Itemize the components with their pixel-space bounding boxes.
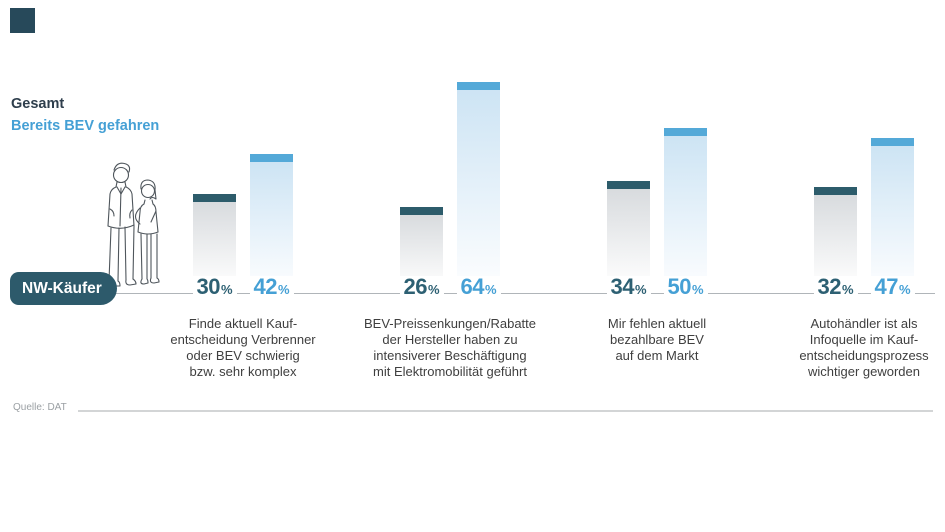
source-divider-line [78,410,933,412]
bar-body [457,90,500,293]
value-label-bev-1: 42% [249,276,294,301]
chart-baseline [90,293,935,294]
bar-bev-2 [457,82,500,293]
people-illustration [107,162,160,287]
bar-bev-3 [664,128,707,293]
bar-gesamt-3 [607,181,650,293]
bar-cap [250,154,293,162]
legend-item-gesamt: Gesamt [11,96,65,112]
bar-body [250,162,293,293]
value-label-bev-2: 64% [456,276,501,301]
brand-mark [10,8,35,33]
bar-body [664,136,707,293]
value-label-gesamt-2: 26% [399,276,444,301]
value-label-gesamt-4: 32% [813,276,858,301]
category-label-1: Finde aktuell Kauf-entscheidung Verbrenn… [170,316,316,379]
bar-cap [193,194,236,202]
bar-cap [871,138,914,146]
bar-cap [607,181,650,189]
bar-cap [457,82,500,90]
legend: Gesamt Bereits BEV gefahren [11,93,159,137]
value-label-gesamt-1: 30% [192,276,237,301]
value-label-bev-4: 47% [870,276,915,301]
bar-body [607,189,650,293]
bar-bev-1 [250,154,293,293]
source-label: Quelle: DAT [13,402,67,413]
nw-kaeufer-badge: NW-Käufer [10,272,117,305]
category-label-3: Mir fehlen aktuell bezahlbare BEV auf dem … [607,316,707,363]
bar-bev-4 [871,138,914,293]
bar-body [871,146,914,293]
category-label-4: Autohändler ist als Infoquelle im Kauf-en… [799,316,929,379]
value-label-gesamt-3: 34% [606,276,651,301]
bar-cap [814,187,857,195]
value-label-bev-3: 50% [663,276,708,301]
bar-cap [664,128,707,136]
category-label-2: BEV-Preissenkungen/Rabatte der Hersteller… [364,316,536,379]
bar-cap [400,207,443,215]
legend-item-bereits-bev-gefahren: Bereits BEV gefahren [11,118,160,134]
